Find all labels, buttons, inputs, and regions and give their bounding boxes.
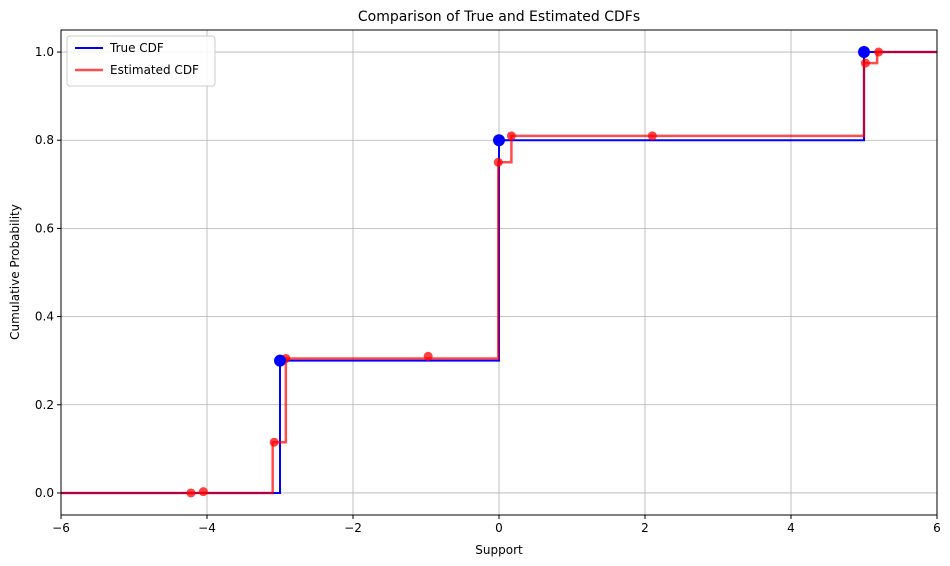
legend-label-estimated-cdf: Estimated CDF bbox=[110, 63, 199, 77]
legend-box bbox=[66, 35, 216, 87]
x-tick-label: −4 bbox=[198, 521, 216, 535]
true-cdf-point bbox=[858, 46, 870, 59]
estimated-cdf-point bbox=[186, 488, 196, 498]
y-tick-label: 0.6 bbox=[35, 221, 54, 235]
estimated-cdf-point bbox=[860, 58, 870, 68]
x-tick-label: 0 bbox=[495, 521, 503, 535]
axis-ticks: −6 −4 −2 0 2 4 6 0.0 0.2 0.4 0.6 0.8 1.0 bbox=[35, 45, 941, 535]
estimated-cdf-point bbox=[423, 351, 433, 361]
x-axis-title: Support bbox=[475, 543, 523, 557]
y-tick-label: 0.0 bbox=[35, 486, 54, 500]
estimated-cdf-point bbox=[874, 47, 884, 57]
legend: True CDF Estimated CDF bbox=[66, 35, 216, 87]
legend-label-true-cdf: True CDF bbox=[109, 41, 164, 55]
x-tick-label: −2 bbox=[344, 521, 362, 535]
true-cdf-point bbox=[274, 354, 286, 367]
estimated-cdf-point bbox=[493, 157, 503, 167]
x-tick-label: 2 bbox=[641, 521, 649, 535]
y-tick-label: 0.4 bbox=[35, 310, 54, 324]
x-tick-label: 6 bbox=[933, 521, 941, 535]
estimated-cdf-point bbox=[647, 131, 657, 141]
y-tick-label: 1.0 bbox=[35, 45, 54, 59]
x-tick-label: −6 bbox=[52, 521, 70, 535]
y-axis-title: Cumulative Probability bbox=[8, 204, 22, 340]
x-tick-label: 4 bbox=[787, 521, 795, 535]
estimated-cdf-point bbox=[506, 131, 516, 141]
marker-layer bbox=[186, 46, 884, 498]
estimated-cdf-point bbox=[198, 487, 208, 497]
true-cdf-point bbox=[493, 134, 505, 147]
chart-title: Comparison of True and Estimated CDFs bbox=[358, 9, 640, 25]
y-tick-label: 0.2 bbox=[35, 398, 54, 412]
y-tick-label: 0.8 bbox=[35, 133, 54, 147]
estimated-cdf-point bbox=[269, 437, 279, 447]
